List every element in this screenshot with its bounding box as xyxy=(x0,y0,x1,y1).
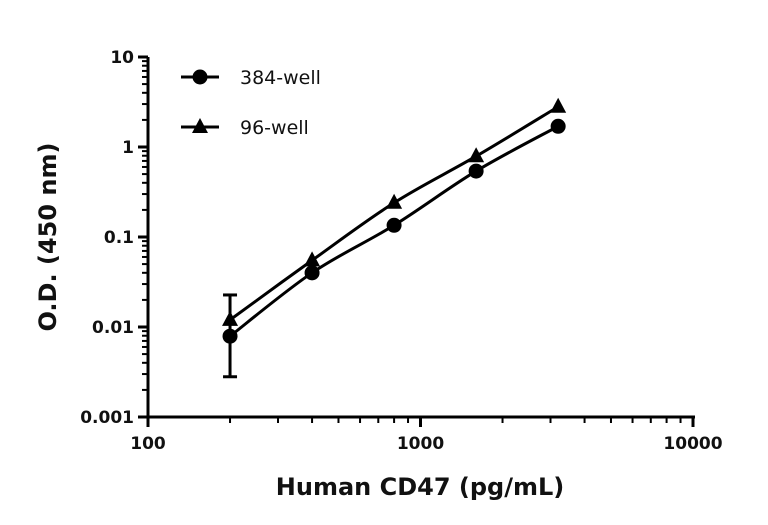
y-tick-label: 0.001 xyxy=(80,408,134,428)
series-layer xyxy=(222,97,567,379)
legend: 384-well 96-well xyxy=(181,67,321,139)
circle-marker xyxy=(550,118,566,134)
triangle-marker xyxy=(468,147,485,163)
y-tick-label: 0.01 xyxy=(92,318,134,338)
x-tick-label: 100 xyxy=(130,434,166,454)
triangle-marker xyxy=(192,118,208,133)
x-axis-label: Human CD47 (pg/mL) xyxy=(276,473,564,501)
x-tick-label: 10000 xyxy=(663,434,722,454)
x-tick-label: 1000 xyxy=(397,434,444,454)
triangle-marker xyxy=(550,97,567,113)
series-384-well xyxy=(222,118,566,379)
triangle-marker xyxy=(304,251,321,267)
y-tick-label: 1 xyxy=(122,138,134,158)
circle-marker xyxy=(304,265,320,281)
axes: 100 1000 10000 10 1 0.1 0.01 0.001 xyxy=(80,48,723,454)
circle-marker xyxy=(192,69,208,85)
legend-item: 384-well xyxy=(181,67,321,89)
y-tick-label: 0.1 xyxy=(104,228,134,248)
circle-marker xyxy=(386,217,402,233)
legend-label: 96-well xyxy=(240,117,309,139)
y-tick-label: 10 xyxy=(110,48,134,68)
circle-marker xyxy=(468,163,484,179)
legend-item: 96-well xyxy=(181,117,309,139)
circle-marker xyxy=(222,328,238,344)
y-axis-label: O.D. (450 nm) xyxy=(34,143,62,332)
triangle-marker xyxy=(222,310,239,326)
legend-label: 384-well xyxy=(240,67,321,89)
triangle-marker xyxy=(386,193,403,209)
series-96-well xyxy=(222,97,567,326)
